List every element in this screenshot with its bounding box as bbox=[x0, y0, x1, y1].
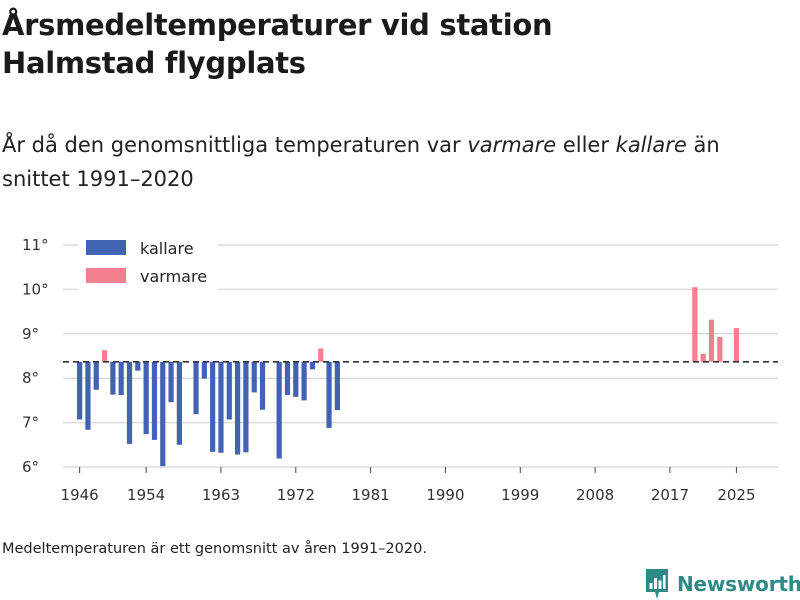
newsworthy-brand[interactable]: Newsworthy bbox=[645, 568, 800, 600]
legend-swatch-colder bbox=[86, 240, 126, 255]
bar-1947 bbox=[85, 361, 91, 430]
legend-label-warmer: varmare bbox=[140, 267, 207, 286]
x-tick-label: 2008 bbox=[576, 486, 614, 504]
bar-1955 bbox=[151, 361, 158, 440]
x-tick-label: 1972 bbox=[277, 486, 315, 504]
y-tick-label: 9° bbox=[22, 325, 39, 343]
bar-1946 bbox=[77, 361, 83, 420]
bar-1976 bbox=[326, 361, 332, 428]
bar-1953 bbox=[135, 361, 141, 371]
footnote: Medeltemperaturen är ett genomsnitt av å… bbox=[2, 541, 427, 557]
bar-1961 bbox=[201, 361, 207, 379]
chart-subtitle: År då den genomsnittliga temperaturen va… bbox=[2, 128, 792, 196]
bar-1974 bbox=[309, 361, 316, 370]
newsworthy-logo-icon bbox=[646, 569, 668, 599]
y-tick-label: 8° bbox=[22, 369, 39, 387]
bar-1971 bbox=[284, 361, 291, 396]
bar-1966 bbox=[243, 361, 249, 453]
bar-1972 bbox=[293, 361, 299, 397]
y-tick-label: 10° bbox=[22, 280, 49, 298]
x-tick-label: 1981 bbox=[352, 486, 390, 504]
subtitle-text-end: än snittet 1991–2020 bbox=[2, 133, 720, 191]
chart-title: Årsmedeltemperaturer vid station Halmsta… bbox=[2, 6, 782, 82]
subtitle-text-middle: eller bbox=[556, 133, 616, 157]
x-tick-label: 1954 bbox=[127, 486, 165, 504]
bar-1970 bbox=[276, 361, 282, 459]
bar-1951 bbox=[118, 361, 124, 396]
bar-1962 bbox=[210, 361, 216, 452]
bar-1950 bbox=[110, 361, 116, 395]
bar-1964 bbox=[226, 361, 232, 420]
bar-1954 bbox=[143, 361, 149, 435]
bar-1956 bbox=[160, 361, 166, 467]
title-line-1: Årsmedeltemperaturer vid station bbox=[2, 8, 553, 42]
x-tick-label: 1990 bbox=[426, 486, 464, 504]
x-tick-label: 2017 bbox=[651, 486, 689, 504]
bar-1963 bbox=[218, 361, 224, 453]
y-tick-label: 6° bbox=[22, 458, 39, 476]
bar-2021 bbox=[700, 353, 706, 362]
bar-1968 bbox=[259, 361, 266, 410]
bar-2020 bbox=[692, 287, 698, 362]
bar-1973 bbox=[301, 361, 307, 401]
x-tick-label: 2025 bbox=[717, 486, 755, 504]
y-tick-label: 11° bbox=[22, 236, 49, 254]
legend-label-colder: kallare bbox=[140, 239, 194, 258]
bar-1948 bbox=[93, 361, 99, 390]
bar-2022 bbox=[708, 319, 715, 362]
title-line-2: Halmstad flygplats bbox=[2, 46, 306, 80]
bar-1965 bbox=[234, 361, 241, 455]
legend-swatch-warmer bbox=[86, 268, 126, 283]
bar-1977 bbox=[334, 361, 340, 411]
bar-1957 bbox=[168, 361, 174, 403]
brand-name: Newsworthy bbox=[677, 572, 800, 596]
bar-1975 bbox=[318, 348, 324, 362]
bar-1958 bbox=[176, 361, 182, 445]
subtitle-warmer-word: varmare bbox=[467, 133, 557, 157]
x-tick-label: 1963 bbox=[202, 486, 240, 504]
subtitle-colder-word: kallare bbox=[615, 133, 687, 157]
x-tick-label: 1999 bbox=[501, 486, 539, 504]
bar-1960 bbox=[193, 361, 199, 415]
y-tick-label: 7° bbox=[22, 414, 39, 432]
bar-2025 bbox=[733, 328, 740, 362]
subtitle-text-start: År då den genomsnittliga temperaturen va… bbox=[2, 133, 468, 157]
bar-1949 bbox=[101, 350, 108, 362]
temperature-bar-chart: 6° 7° 8° 9° 10° 11° 1946 1954 1963 1972 1981 1990 19… bbox=[22, 236, 778, 504]
bar-1967 bbox=[251, 361, 257, 393]
bar-1952 bbox=[126, 361, 133, 444]
bar-2023 bbox=[717, 336, 723, 362]
x-tick-label: 1946 bbox=[61, 486, 99, 504]
